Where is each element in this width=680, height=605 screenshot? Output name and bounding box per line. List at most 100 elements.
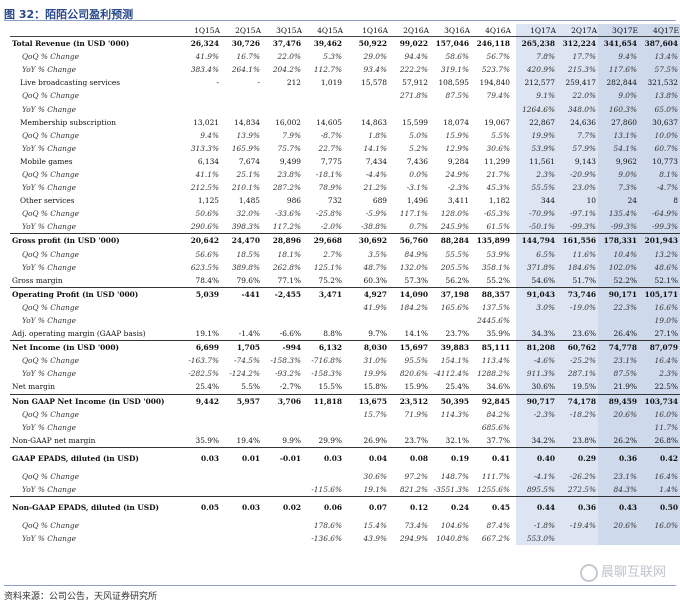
value-cell: 10.0% xyxy=(639,128,680,142)
value-cell: 5.2% xyxy=(409,143,428,153)
value-cell: -3551.3% xyxy=(433,485,469,495)
value-cell: 246,118 xyxy=(471,36,512,51)
value-cell: 50,922 xyxy=(348,36,389,51)
value-cell: 820.6% xyxy=(399,369,428,379)
row-label: QoQ % Change xyxy=(22,521,79,531)
value-cell: 0.01 xyxy=(221,446,262,470)
value-cell xyxy=(303,301,344,314)
value-cell: 8.1% xyxy=(639,167,680,182)
value-cell: 23.0% xyxy=(557,181,598,195)
value-cell: 5.3% xyxy=(323,52,342,62)
value-cell: 54.6% xyxy=(516,273,557,288)
value-cell xyxy=(262,519,303,532)
value-cell: 205.5% xyxy=(440,262,469,272)
value-cell: 15.4% xyxy=(363,521,387,531)
value-cell: -1.4% xyxy=(238,329,260,339)
value-cell: 210.1% xyxy=(231,183,260,193)
value-cell: 29.0% xyxy=(363,52,387,62)
value-cell: 14.1% xyxy=(363,143,387,153)
row-label: YoY % Change xyxy=(22,104,76,114)
title-divider xyxy=(4,20,676,21)
value-cell: 5,957 xyxy=(221,393,262,408)
value-cell: 16.0% xyxy=(639,519,680,533)
value-cell: 1,019 xyxy=(320,78,342,88)
value-cell: 0.45 xyxy=(471,496,512,520)
value-cell: 23.8% xyxy=(277,169,301,179)
value-cell: 23.7% xyxy=(445,329,469,339)
value-cell: 24,470 xyxy=(221,233,262,248)
earnings-forecast-table: 1Q15A 2Q15A 3Q15A 4Q15A 1Q16A 2Q16A 3Q16A 4Q16A… xyxy=(10,24,680,546)
value-cell: -97.1% xyxy=(557,207,598,221)
value-cell: -3.1% xyxy=(406,183,428,193)
value-cell: 111.7% xyxy=(481,471,510,481)
row-label: YoY % Change xyxy=(22,316,76,326)
table-row: QoQ % Change 271.8% 87.5% 79.4% 9.1% 22.0% 9.0… xyxy=(10,89,680,103)
value-cell: 1255.6% xyxy=(477,485,510,495)
value-cell: 89,459 xyxy=(598,393,639,408)
value-cell: 11,818 xyxy=(303,393,344,408)
row-label: Mobile games xyxy=(20,156,73,166)
value-cell xyxy=(221,301,262,314)
table-row: Mobile games 6,134 7,674 9,499 7,775 7,434 7,4… xyxy=(10,154,680,168)
row-label: Net Income (in USD '000) xyxy=(10,340,180,355)
table-row: YoY % Change 313.3% 165.9% 75.7% 22.7% 14.1% 5… xyxy=(10,141,680,155)
value-cell: 19.9% xyxy=(363,369,387,379)
row-label: QoQ % Change xyxy=(22,356,79,366)
row-label: Non GAAP Net Income (in USD '000) xyxy=(10,393,180,408)
value-cell: 3,706 xyxy=(262,393,303,408)
row-label: YoY % Change xyxy=(22,369,76,379)
value-cell xyxy=(303,314,344,327)
value-cell: 689 xyxy=(372,196,387,206)
value-cell: 5,039 xyxy=(180,286,221,301)
value-cell: 56.2% xyxy=(445,275,469,285)
row-label: YoY % Change xyxy=(22,143,76,153)
value-cell: 7.7% xyxy=(557,128,598,142)
value-cell: 5.5% xyxy=(491,130,510,140)
value-cell: 18,074 xyxy=(443,117,469,127)
value-cell: -716.8% xyxy=(311,356,342,366)
value-cell: 5.5% xyxy=(241,382,260,392)
value-cell: 37,476 xyxy=(262,36,303,51)
value-cell: 8,030 xyxy=(348,340,389,355)
row-label: Gross margin xyxy=(12,275,63,285)
value-cell: 148.7% xyxy=(440,471,469,481)
value-cell: 30.6% xyxy=(486,143,510,153)
value-cell: 9.4% xyxy=(200,130,219,140)
value-cell: 88,357 xyxy=(471,286,512,301)
column-gap xyxy=(512,446,516,470)
table-row: QoQ % Change 56.6% 18.5% 18.1% 2.7% 3.5% 84.9%… xyxy=(10,247,680,261)
value-cell: 20,642 xyxy=(180,233,221,248)
value-cell: 821.2% xyxy=(399,485,428,495)
value-cell: 259,417 xyxy=(557,76,598,90)
value-cell: 135.4% xyxy=(598,207,639,221)
table-row: YoY % Change -136.6% 43.9% 294.9% 1040.8% 667… xyxy=(10,532,680,546)
value-cell: 20.6% xyxy=(598,407,639,421)
value-cell: 79.4% xyxy=(486,91,510,101)
value-cell: -20.9% xyxy=(557,167,598,182)
value-cell: 13.8% xyxy=(639,89,680,103)
header-period: 4Q16A xyxy=(471,24,512,37)
value-cell: 212,577 xyxy=(516,76,557,90)
row-label: GAAP EPADS, diluted (in USD) xyxy=(10,446,180,470)
value-cell: 74,178 xyxy=(557,393,598,408)
value-cell: 22,867 xyxy=(516,115,557,129)
table-row: Non-GAAP net margin 35.9% 19.4% 9.9% 29.9% 26… xyxy=(10,433,680,448)
value-cell xyxy=(557,532,598,546)
value-cell: 16.0% xyxy=(639,407,680,421)
value-cell: 45.3% xyxy=(486,183,510,193)
value-cell xyxy=(430,421,471,434)
value-cell xyxy=(430,314,471,327)
value-cell: 6.5% xyxy=(516,247,557,261)
value-cell: 25.4% xyxy=(195,382,219,392)
value-cell: 165.6% xyxy=(440,302,469,312)
row-label: YoY % Change xyxy=(22,262,76,272)
table-row: YoY % Change 212.5% 210.1% 287.2% 78.9% 21.2%… xyxy=(10,181,680,195)
table-row: Gross profit (in USD '000) 20,642 24,470 28… xyxy=(10,233,680,248)
table-row: Gross margin 78.4% 79.6% 77.1% 75.2% 60.3% 57.… xyxy=(10,273,680,288)
value-cell: 31.0% xyxy=(363,356,387,366)
value-cell: 17.7% xyxy=(557,50,598,64)
value-cell: 6,134 xyxy=(197,156,219,166)
value-cell: 15.5% xyxy=(318,382,342,392)
value-cell: -99.3% xyxy=(639,220,680,234)
value-cell: 264.1% xyxy=(231,65,260,75)
